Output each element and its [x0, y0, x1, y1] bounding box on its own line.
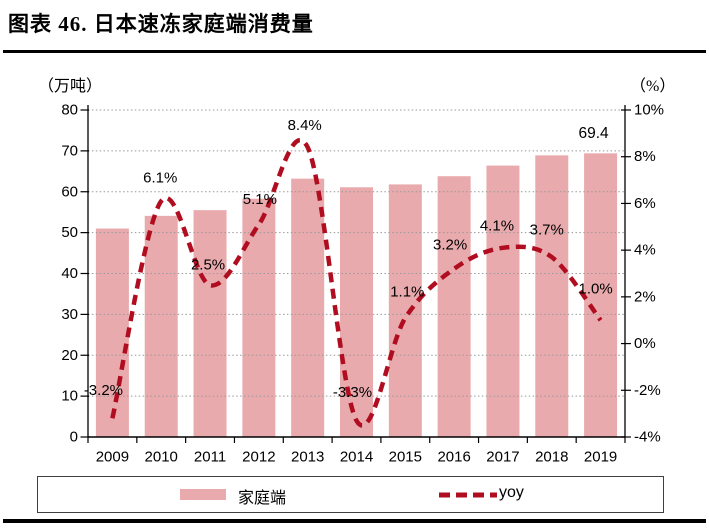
- bar: [584, 153, 618, 437]
- left-axis-tick-label: 60: [61, 183, 78, 200]
- bar: [535, 155, 569, 437]
- left-axis-tick-label: 10: [61, 388, 78, 405]
- bar: [242, 198, 276, 437]
- legend-line-label: yoy: [499, 484, 524, 501]
- right-axis-tick-label: 0%: [634, 335, 656, 352]
- yoy-point-label: 3.7%: [530, 222, 564, 239]
- right-axis-tick-label: 8%: [634, 148, 656, 165]
- bar: [437, 176, 471, 437]
- right-axis-tick-label: 6%: [634, 195, 656, 212]
- left-axis-tick-label: 20: [61, 347, 78, 364]
- legend-bar-label: 家庭端: [238, 490, 287, 507]
- yoy-line: [110, 137, 603, 428]
- bar: [95, 228, 129, 437]
- yoy-point-label: 6.1%: [143, 170, 177, 187]
- left-axis-tick-label: 50: [61, 224, 78, 241]
- left-axis-tick-label: 0: [70, 429, 78, 446]
- x-axis-category-label: 2015: [389, 449, 422, 466]
- right-axis-tick-label: 2%: [634, 288, 656, 305]
- x-axis-category-label: 2010: [145, 449, 178, 466]
- x-axis-category-label: 2013: [291, 449, 324, 466]
- left-axis-tick-label: 80: [61, 102, 78, 119]
- legend-dashed-line-swatch: [439, 492, 497, 498]
- yoy-point-label: 5.1%: [243, 191, 277, 208]
- x-axis-category-label: 2019: [584, 449, 617, 466]
- x-axis-category-label: 2018: [535, 449, 568, 466]
- bar-value-label: 69.4: [579, 125, 610, 142]
- left-axis-tick-label: 40: [61, 265, 78, 282]
- bar: [144, 215, 178, 437]
- left-axis-unit-label: （万吨）: [38, 78, 103, 95]
- right-axis-tick-label: 10%: [634, 102, 664, 119]
- x-axis-category-label: 2017: [486, 449, 519, 466]
- title-divider: [3, 50, 706, 53]
- yoy-point-label: 4.1%: [480, 217, 514, 234]
- x-axis-category-label: 2016: [437, 449, 470, 466]
- yoy-point-label: 1.1%: [390, 283, 424, 300]
- left-axis-tick-label: 30: [61, 306, 78, 323]
- left-axis-tick-label: 70: [61, 142, 78, 159]
- chart-legend: 家庭端 yoy: [37, 476, 664, 513]
- bar: [486, 165, 520, 437]
- bar: [193, 210, 227, 437]
- right-axis-tick-label: -2%: [634, 382, 661, 399]
- legend-bar-swatch: [180, 489, 226, 500]
- yoy-point-label: 8.4%: [288, 117, 322, 134]
- x-axis-category-label: 2011: [194, 449, 226, 466]
- figure-bottom-divider: [3, 519, 706, 523]
- bar: [291, 178, 325, 438]
- yoy-point-label: 3.2%: [433, 236, 467, 253]
- x-axis-category-label: 2014: [340, 449, 373, 466]
- bar: [340, 187, 373, 437]
- yoy-point-label: -3.2%: [84, 382, 123, 399]
- right-axis-unit-label: （%）: [630, 78, 676, 95]
- figure-title: 图表 46. 日本速冻家庭端消费量: [8, 12, 314, 36]
- x-axis-category-label: 2012: [242, 449, 275, 466]
- x-axis-category-label: 2009: [96, 449, 129, 466]
- bar: [388, 184, 422, 437]
- right-axis-tick-label: -4%: [634, 429, 661, 446]
- yoy-point-label: -3.3%: [333, 384, 372, 401]
- right-axis-tick-label: 4%: [634, 242, 656, 259]
- yoy-point-label: 2.5%: [191, 257, 225, 274]
- yoy-point-label: 1.0%: [578, 281, 612, 298]
